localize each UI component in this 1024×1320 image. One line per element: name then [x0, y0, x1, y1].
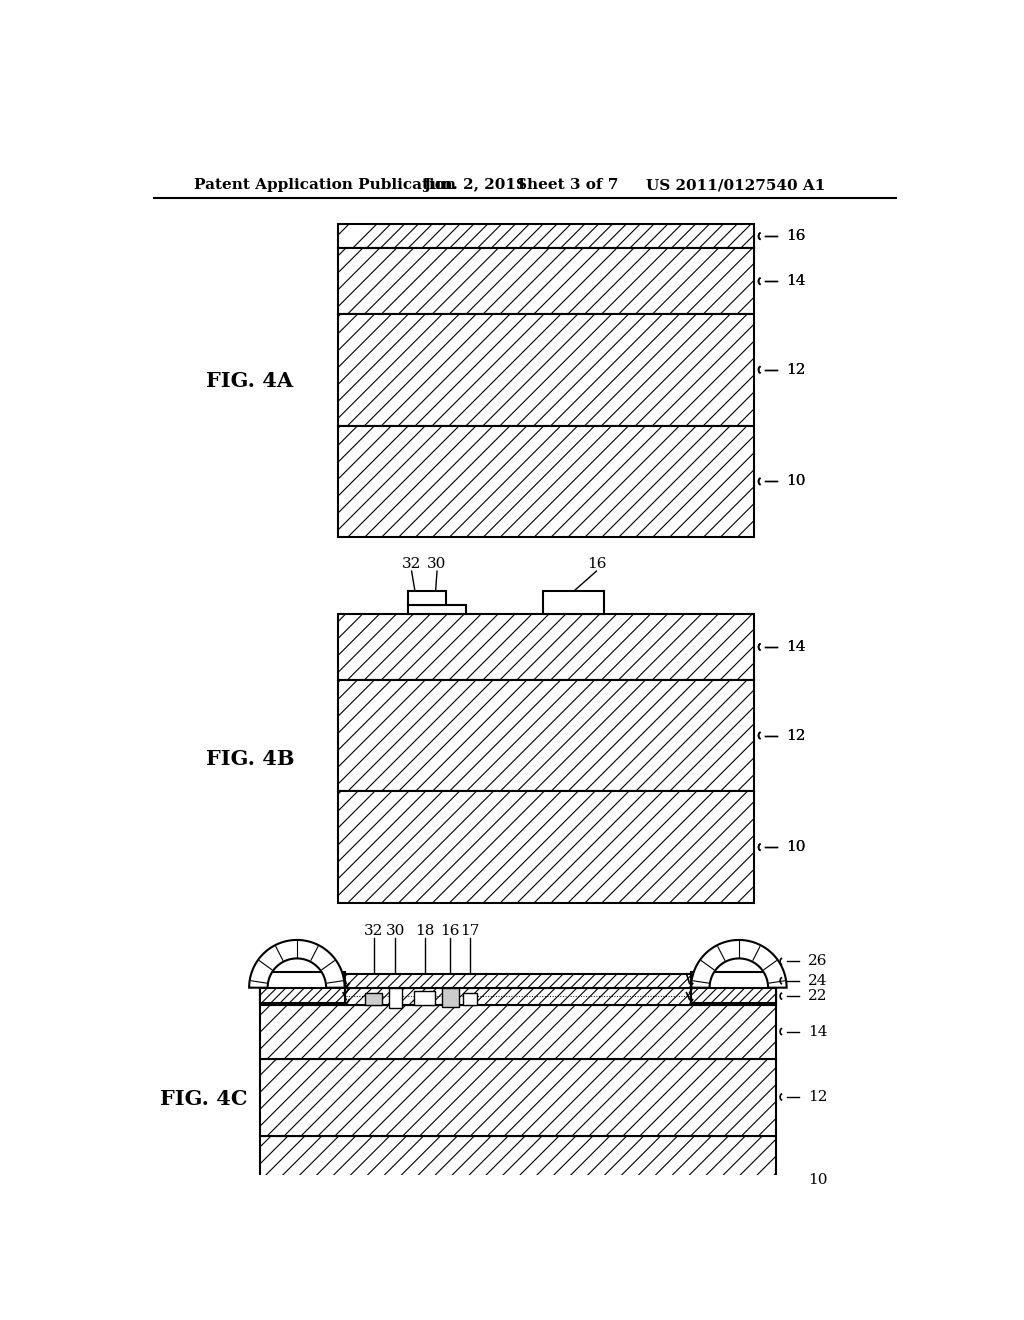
Text: 16: 16 — [587, 557, 606, 572]
Bar — [441, 987, 459, 1007]
Text: 26: 26 — [808, 954, 827, 969]
Text: FIG. 4C: FIG. 4C — [160, 1089, 248, 1109]
Bar — [339, 314, 755, 425]
Text: 12: 12 — [786, 363, 806, 376]
Text: 14: 14 — [786, 275, 806, 288]
Bar — [339, 224, 755, 248]
Bar — [366, 993, 382, 1005]
Text: 12: 12 — [786, 729, 806, 743]
Bar — [408, 591, 446, 605]
Text: 14: 14 — [786, 275, 806, 288]
Bar — [260, 1005, 776, 1059]
Text: FIG. 4B: FIG. 4B — [206, 748, 294, 768]
Text: 32: 32 — [402, 557, 421, 572]
Text: Jun. 2, 2011: Jun. 2, 2011 — [423, 178, 526, 193]
Text: 12: 12 — [786, 729, 806, 743]
Text: 12: 12 — [786, 363, 806, 376]
Text: Sheet 3 of 7: Sheet 3 of 7 — [515, 178, 617, 193]
Text: 16: 16 — [440, 924, 460, 939]
Text: 24: 24 — [808, 974, 827, 987]
Text: 12: 12 — [808, 1090, 827, 1104]
Bar — [388, 987, 402, 1007]
Text: 18: 18 — [415, 924, 434, 939]
Polygon shape — [249, 940, 345, 987]
Text: 10: 10 — [786, 474, 806, 488]
Bar — [339, 248, 755, 314]
Polygon shape — [691, 940, 786, 987]
Text: 30: 30 — [386, 924, 406, 939]
Bar — [339, 614, 755, 680]
Bar — [260, 973, 345, 1003]
Text: 10: 10 — [808, 1172, 827, 1187]
Bar — [260, 1135, 776, 1224]
Text: 14: 14 — [786, 640, 806, 653]
Bar — [260, 987, 776, 1005]
Bar — [339, 792, 755, 903]
Bar — [691, 987, 776, 1003]
Text: 17: 17 — [461, 924, 480, 939]
Text: US 2011/0127540 A1: US 2011/0127540 A1 — [646, 178, 825, 193]
Text: 14: 14 — [786, 640, 806, 653]
Bar — [260, 974, 776, 987]
Bar — [260, 1059, 776, 1135]
Text: FIG. 4A: FIG. 4A — [207, 371, 294, 391]
Text: 10: 10 — [786, 474, 806, 488]
Bar — [408, 605, 466, 614]
Text: 10: 10 — [786, 840, 806, 854]
Text: Patent Application Publication: Patent Application Publication — [194, 178, 456, 193]
Text: 10: 10 — [786, 840, 806, 854]
Bar — [339, 425, 755, 537]
Bar — [339, 680, 755, 792]
Text: 32: 32 — [365, 924, 384, 939]
Text: 22: 22 — [808, 989, 827, 1003]
Bar — [260, 987, 345, 1003]
Bar — [463, 993, 477, 1005]
Text: 16: 16 — [786, 230, 806, 243]
Bar — [414, 991, 435, 1005]
Text: 30: 30 — [427, 557, 446, 572]
Bar — [543, 591, 604, 614]
Text: 14: 14 — [808, 1024, 827, 1039]
Text: 16: 16 — [786, 230, 806, 243]
Bar — [691, 973, 776, 1003]
